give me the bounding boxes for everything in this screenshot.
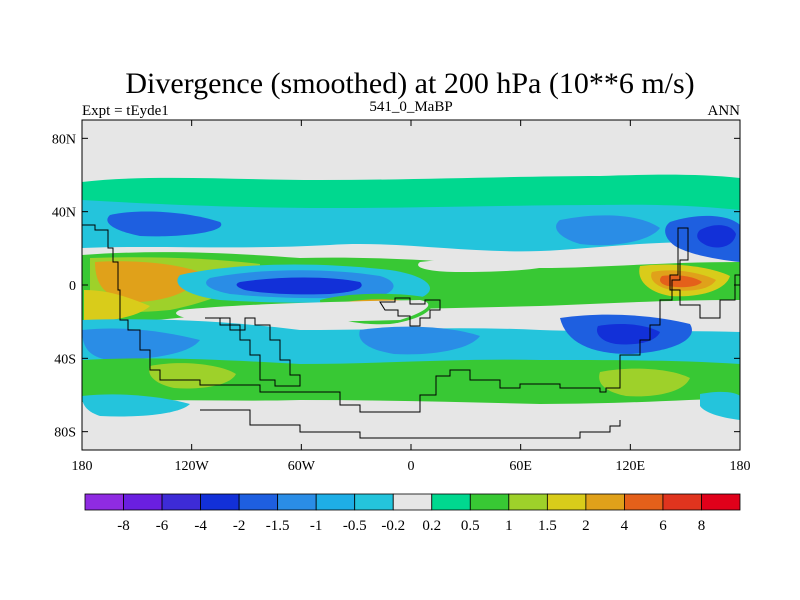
x-tick-label: 120E (616, 459, 646, 474)
colorbar-label: -8 (117, 518, 130, 534)
colorbar-swatch (277, 493, 317, 511)
colorbar-label: 4 (621, 518, 629, 534)
colorbar-swatch (508, 493, 548, 511)
coastline-outline (82, 224, 740, 413)
coastline-antarctica (200, 409, 621, 439)
colorbar-label: 2 (582, 518, 590, 534)
colorbar-swatch (200, 493, 240, 511)
contour-south-far-blue (82, 394, 190, 417)
y-tick-label: 40S (54, 352, 76, 367)
colorbar-swatch (431, 493, 471, 511)
colorbar-swatch (546, 493, 587, 511)
colorbar-swatch (469, 493, 510, 511)
colorbar-label: 0.5 (461, 518, 480, 534)
x-tick-label: 180 (730, 459, 751, 474)
colorbar-label: -1.5 (266, 518, 290, 534)
map-panel (82, 120, 740, 450)
contour-nw-pacific-core (697, 225, 736, 248)
contour-south-atlantic-blue (359, 326, 480, 355)
contour-white-gap-2 (418, 257, 560, 272)
contour-east-pacific-orange (95, 261, 200, 302)
contour-nw-blue (556, 215, 660, 246)
colorbar-swatch (585, 493, 625, 511)
colorbar-swatch (84, 493, 124, 511)
right-label: ANN (708, 103, 741, 119)
center-label: 541_0_MaBP (369, 99, 452, 115)
colorbar-swatch (354, 493, 394, 511)
contour-south-west-yellowgreen (149, 363, 236, 389)
contour-eq-darkblue (236, 277, 362, 295)
colorbar-label: 1.5 (538, 518, 557, 534)
colorbar-swatch (624, 493, 664, 511)
colorbar-swatch (161, 493, 201, 511)
x-axis: 180 120W 60W 0 60E 120E 180 (72, 120, 751, 474)
colorbar-label: -0.2 (381, 518, 405, 534)
y-axis: 80N 40N 0 40S 80S (52, 132, 740, 441)
colorbar-label: 8 (698, 518, 706, 534)
contour-south-green (82, 358, 740, 404)
contour-south-blue (82, 328, 200, 360)
contour-north-darkblue (107, 211, 222, 237)
coastline-south-america (205, 317, 301, 387)
colorbar-swatch (238, 493, 279, 511)
x-tick-label: 180 (72, 459, 93, 474)
colorbar-label: -0.5 (343, 518, 367, 534)
colorbar-label: -6 (156, 518, 169, 534)
y-tick-label: 0 (69, 279, 76, 294)
contour-south-far-blue-2 (700, 391, 740, 420)
x-tick-label: 0 (408, 459, 415, 474)
colorbar-swatch (392, 493, 433, 511)
left-label: Expt = tEyde1 (82, 103, 169, 119)
y-tick-label: 80S (54, 426, 76, 441)
coastline-africa (379, 297, 441, 327)
contour-south-yellowgreen (599, 368, 690, 397)
colorbar: -8 -6 -4 -2 -1.5 -1 -0.5 -0.2 0.2 0.5 1 1.5 2 4 6 8 (84, 493, 741, 534)
x-tick-label: 60E (509, 459, 532, 474)
colorbar-label: -2 (233, 518, 246, 534)
contour-east-pacific-yellow (84, 290, 150, 322)
chart-title: Divergence (smoothed) at 200 hPa (10**6 … (125, 67, 694, 100)
colorbar-label: 0.2 (422, 518, 441, 534)
x-tick-label: 60W (288, 459, 316, 474)
x-tick-label: 120W (175, 459, 210, 474)
colorbar-swatch (662, 493, 702, 511)
colorbar-label: 1 (505, 518, 513, 534)
y-tick-label: 80N (52, 132, 76, 147)
contour-white-gap-1 (176, 300, 429, 322)
colorbar-label: 6 (659, 518, 667, 534)
colorbar-label: -1 (310, 518, 323, 534)
colorbar-swatch (701, 493, 741, 511)
colorbar-swatch (315, 493, 356, 511)
colorbar-swatch (123, 493, 163, 511)
y-tick-label: 40N (52, 206, 76, 221)
contour-north-green (82, 174, 740, 215)
colorbar-label: -4 (194, 518, 207, 534)
contour-south-pacific-core (596, 324, 660, 345)
